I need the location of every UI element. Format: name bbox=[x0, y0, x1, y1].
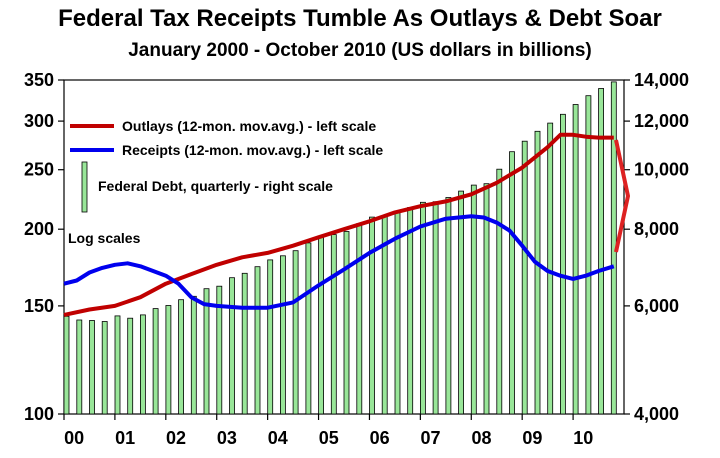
debt-bars bbox=[63, 81, 617, 415]
debt-bar bbox=[305, 242, 312, 415]
legend-label-outlays: Outlays (12-mon. mov.avg.) - left scale bbox=[122, 118, 376, 134]
left-tick-label: 350 bbox=[24, 70, 54, 90]
debt-bar bbox=[547, 122, 554, 415]
legend-swatch-debt bbox=[81, 161, 88, 213]
receipts-line bbox=[63, 214, 615, 310]
right-tick-label: 10,000 bbox=[634, 160, 689, 180]
left-tick-label: 100 bbox=[24, 404, 54, 424]
legend-label-receipts: Receipts (12-mon. mov.avg.) - left scale bbox=[122, 142, 383, 158]
debt-bar bbox=[445, 197, 452, 415]
debt-bar bbox=[369, 216, 375, 415]
debt-bar bbox=[318, 236, 325, 415]
debt-bar bbox=[330, 234, 337, 415]
debt-bar bbox=[432, 201, 439, 415]
debt-bar bbox=[598, 88, 604, 415]
right-axis: 4,000 6,000 8,000 10,000 12,000 14,000 bbox=[624, 70, 689, 424]
line-series bbox=[63, 132, 615, 317]
debt-bar bbox=[229, 277, 235, 415]
debt-bar bbox=[63, 315, 70, 415]
x-tick-label: 09 bbox=[522, 428, 542, 448]
debt-bar bbox=[267, 259, 274, 415]
debt-bar bbox=[534, 130, 541, 415]
debt-bar bbox=[279, 255, 286, 415]
debt-bar bbox=[292, 250, 299, 415]
left-tick-label: 250 bbox=[24, 160, 54, 180]
debt-bar bbox=[203, 288, 210, 415]
debt-bar bbox=[470, 184, 477, 415]
debt-bar bbox=[254, 266, 261, 415]
x-tick-label: 01 bbox=[115, 428, 135, 448]
debt-bar bbox=[178, 299, 185, 415]
outlays-line bbox=[63, 132, 614, 317]
x-tick-label: 00 bbox=[64, 428, 84, 448]
debt-bar bbox=[458, 190, 465, 415]
x-axis: 00 01 02 03 04 05 06 07 08 09 10 bbox=[63, 414, 593, 448]
left-axis: 100 150 200 250 300 350 bbox=[24, 70, 64, 424]
debt-bar bbox=[356, 223, 363, 415]
x-tick-label: 07 bbox=[421, 428, 441, 448]
debt-bar bbox=[496, 168, 503, 415]
x-tick-label: 05 bbox=[319, 428, 339, 448]
legend-label-debt: Federal Debt, quarterly - right scale bbox=[98, 178, 333, 194]
debt-bar bbox=[343, 231, 350, 415]
debt-arrow-icon bbox=[614, 139, 631, 253]
debt-bar bbox=[419, 201, 426, 415]
right-tick-label: 4,000 bbox=[634, 404, 679, 424]
debt-bar bbox=[572, 104, 579, 415]
x-tick-label: 03 bbox=[217, 428, 237, 448]
debt-bar bbox=[152, 308, 159, 415]
debt-bar bbox=[127, 317, 134, 415]
debt-bar bbox=[241, 272, 248, 415]
right-tick-label: 6,000 bbox=[634, 296, 679, 316]
x-tick-label: 08 bbox=[471, 428, 491, 448]
debt-bar bbox=[509, 151, 515, 415]
debt-bar bbox=[560, 113, 566, 415]
debt-bar bbox=[521, 140, 528, 415]
log-scales-note: Log scales bbox=[68, 230, 141, 246]
left-tick-label: 150 bbox=[24, 296, 54, 316]
debt-bar bbox=[89, 320, 95, 415]
debt-bar bbox=[483, 183, 490, 415]
debt-bar bbox=[585, 95, 592, 415]
debt-bar bbox=[165, 305, 172, 415]
legend: Outlays (12-mon. mov.avg.) - left scale … bbox=[70, 118, 383, 213]
debt-bar bbox=[114, 315, 121, 415]
debt-bar bbox=[394, 212, 401, 415]
chart-title: Federal Tax Receipts Tumble As Outlays &… bbox=[58, 5, 662, 32]
debt-bar bbox=[76, 319, 83, 415]
right-tick-label: 12,000 bbox=[634, 111, 689, 131]
x-tick-label: 06 bbox=[370, 428, 390, 448]
left-tick-label: 300 bbox=[24, 111, 54, 131]
debt-bar bbox=[407, 206, 414, 415]
debt-bar bbox=[190, 295, 197, 415]
debt-bar bbox=[101, 321, 108, 415]
debt-bar bbox=[216, 285, 223, 415]
x-tick-label: 10 bbox=[573, 428, 593, 448]
right-tick-label: 14,000 bbox=[634, 70, 689, 90]
x-tick-label: 04 bbox=[268, 428, 288, 448]
right-tick-label: 8,000 bbox=[634, 219, 679, 239]
left-tick-label: 200 bbox=[24, 219, 54, 239]
x-tick-label: 02 bbox=[166, 428, 186, 448]
debt-bar bbox=[139, 314, 146, 415]
chart-subtitle: January 2000 - October 2010 (US dollars … bbox=[128, 40, 592, 61]
